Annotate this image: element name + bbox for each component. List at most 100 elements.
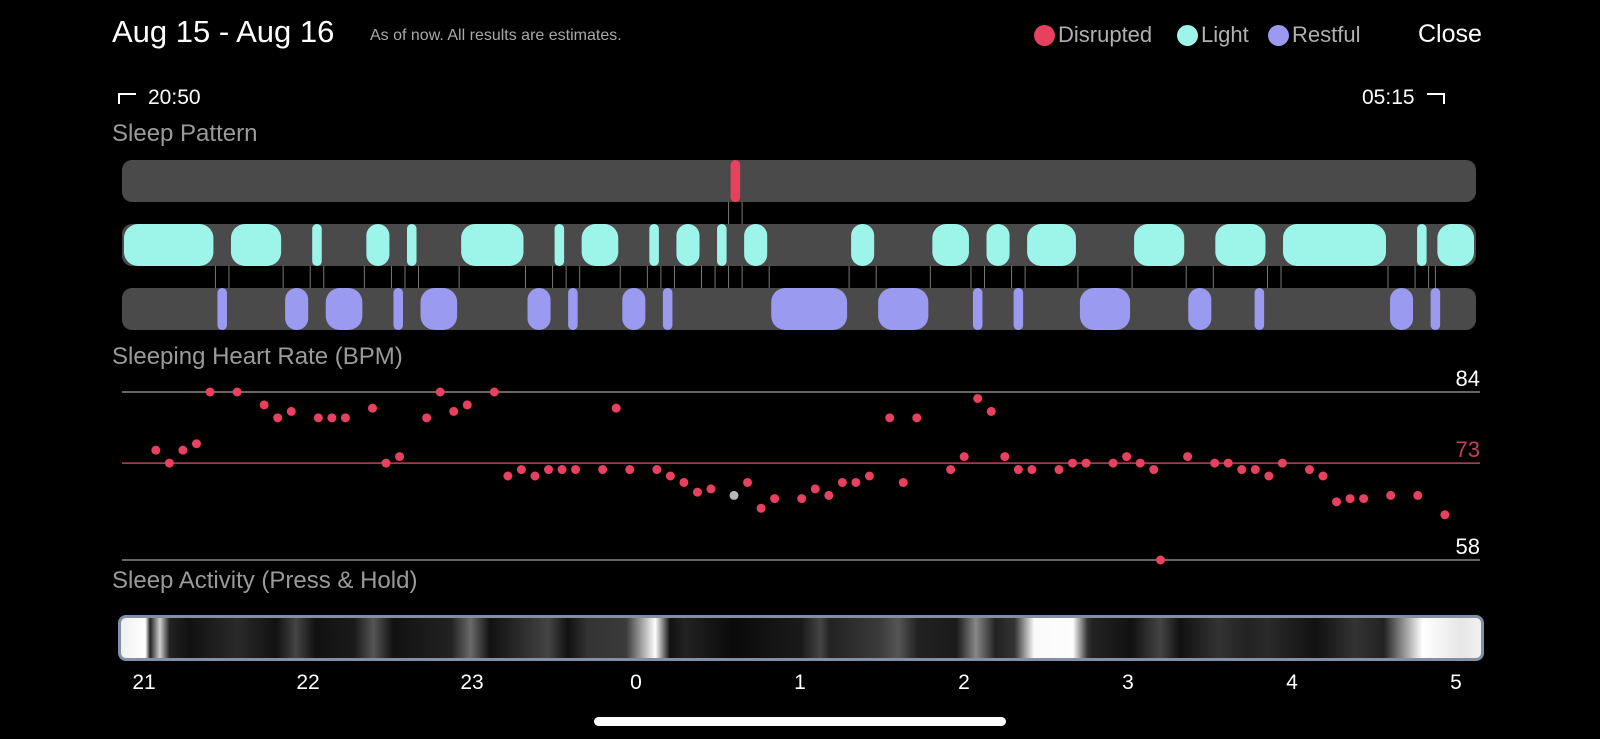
restful-segment[interactable] [527, 288, 551, 330]
light-segment[interactable] [986, 224, 1010, 266]
light-segment[interactable] [1437, 224, 1474, 266]
sleep-activity-bar[interactable] [118, 615, 1484, 661]
restful-segment[interactable] [1188, 288, 1212, 330]
hour-tick-label: 23 [460, 671, 484, 694]
estimate-disclaimer: As of now. All results are estimates. [370, 27, 622, 44]
light-segment[interactable] [1215, 224, 1266, 266]
heart-rate-point [1359, 494, 1369, 504]
heart-rate-point [973, 393, 983, 403]
light-segment[interactable] [312, 224, 322, 266]
hour-tick-label: 1 [794, 671, 806, 694]
light-segment[interactable] [932, 224, 969, 266]
heart-rate-point [367, 403, 377, 413]
restful-segment[interactable] [285, 288, 309, 330]
light-segment[interactable] [366, 224, 390, 266]
heart-rate-point [756, 503, 766, 513]
end-time-value: 05:15 [1362, 86, 1415, 109]
hour-tick-label: 0 [630, 671, 642, 694]
restful-segment[interactable] [878, 288, 929, 330]
legend-restful-label: Restful [1292, 22, 1361, 47]
light-segment[interactable] [744, 224, 768, 266]
heart-rate-point [611, 403, 621, 413]
light-segment[interactable] [1134, 224, 1185, 266]
heart-rate-point [462, 400, 472, 410]
light-segment[interactable] [851, 224, 875, 266]
end-time: 05:15 [1362, 86, 1445, 110]
home-indicator[interactable] [594, 717, 1006, 726]
restful-segment[interactable] [568, 288, 578, 330]
light-color-dot [1177, 24, 1198, 46]
heart-rate-point [340, 413, 350, 423]
restful-segment[interactable] [1013, 288, 1024, 330]
sleep-activity-title[interactable]: Sleep Activity (Press & Hold) [112, 567, 418, 594]
restful-segment[interactable] [622, 288, 646, 330]
hour-tick-label: 22 [296, 671, 320, 694]
light-segment[interactable] [717, 224, 727, 266]
close-button[interactable]: Close [1418, 20, 1482, 48]
restful-segment[interactable] [771, 288, 848, 330]
heart-rate-point [1122, 452, 1132, 462]
heart-rate-point [1013, 465, 1023, 475]
light-track [122, 224, 1476, 266]
legend-disrupted: Disrupted [1034, 22, 1152, 48]
heart-rate-point [824, 490, 834, 500]
restful-segment[interactable] [972, 288, 983, 330]
light-segment[interactable] [124, 224, 214, 266]
heart-rate-point [912, 413, 922, 423]
disrupted-segment[interactable] [730, 160, 741, 202]
heart-rate-point [665, 471, 675, 481]
restful-segment[interactable] [325, 288, 363, 330]
light-segment[interactable] [554, 224, 565, 266]
restful-segment[interactable] [1430, 288, 1441, 330]
light-segment[interactable] [1283, 224, 1386, 266]
stage-transition-lines [214, 202, 1436, 288]
heart-rate-point [679, 477, 689, 487]
heart-rate-point [273, 413, 283, 423]
light-segment[interactable] [581, 224, 619, 266]
heart-rate-point [557, 465, 567, 475]
heart-rate-point [435, 387, 445, 397]
light-segment[interactable] [1027, 224, 1076, 266]
heart-rate-point [1250, 465, 1260, 475]
restful-segment[interactable] [217, 288, 227, 330]
heart-rate-point [1183, 452, 1193, 462]
light-segment[interactable] [230, 224, 282, 266]
restful-color-dot [1268, 24, 1289, 46]
restful-segment[interactable] [420, 288, 458, 330]
heart-rate-point [1304, 465, 1314, 475]
heart-rate-point [1413, 490, 1423, 500]
light-segment[interactable] [461, 224, 524, 266]
heart-rate-point [1027, 465, 1037, 475]
heart-rate-point [743, 477, 753, 487]
light-segment[interactable] [406, 224, 417, 266]
restful-segment[interactable] [1389, 288, 1414, 330]
heart-rate-point [232, 387, 242, 397]
light-segment[interactable] [1417, 224, 1427, 266]
heart-rate-point [395, 452, 405, 462]
heart-rate-point [1000, 452, 1010, 462]
heart-rate-point [164, 458, 174, 468]
heart-rate-point [1386, 490, 1396, 500]
heart-rate-point [692, 487, 702, 497]
heart-rate-point [1237, 465, 1247, 475]
heart-rate-point [797, 494, 807, 504]
hour-tick-label: 21 [132, 671, 156, 694]
heart-rate-title: Sleeping Heart Rate (BPM) [112, 343, 403, 370]
legend-disrupted-label: Disrupted [1058, 22, 1153, 47]
heart-rate-point [571, 465, 581, 475]
restful-segment[interactable] [1079, 288, 1131, 330]
restful-segment[interactable] [662, 288, 673, 330]
heart-rate-point [837, 477, 847, 487]
heart-rate-point [191, 439, 201, 449]
start-time: 20:50 [118, 86, 201, 110]
restful-segment[interactable] [393, 288, 403, 330]
light-segment[interactable] [649, 224, 659, 266]
heart-rate-point [885, 413, 895, 423]
average-bpm-label: 73 [1456, 437, 1480, 462]
heart-rate-point [652, 465, 662, 475]
light-segment[interactable] [676, 224, 700, 266]
heart-rate-point [770, 494, 780, 504]
hour-tick-label: 5 [1450, 671, 1462, 694]
start-bracket-icon [118, 92, 136, 104]
restful-segment[interactable] [1254, 288, 1265, 330]
